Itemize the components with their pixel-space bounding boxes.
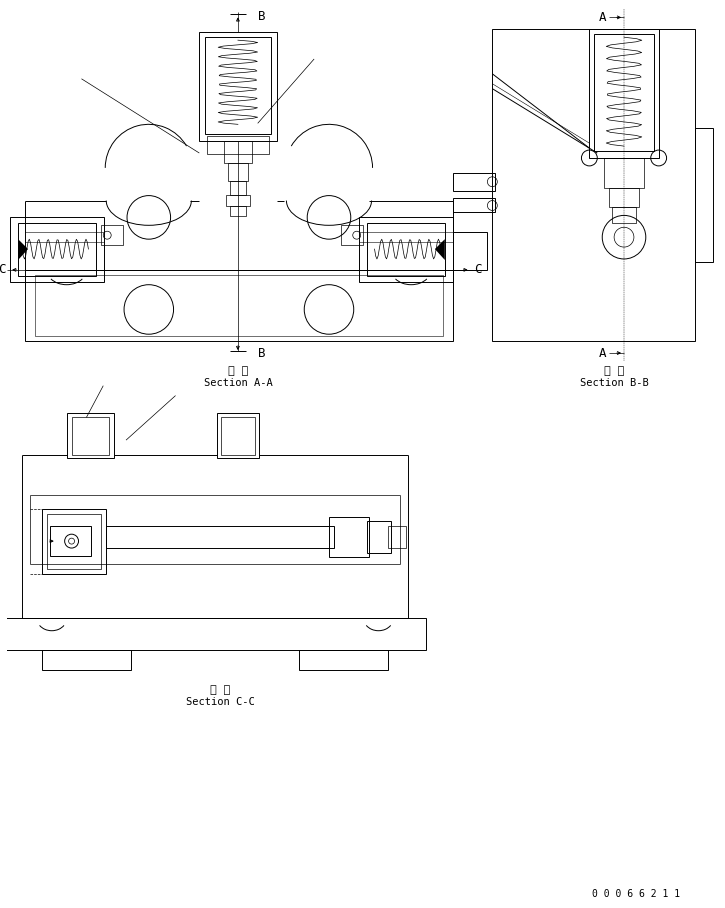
Bar bbox=[389, 527, 406, 548]
Bar bbox=[604, 158, 644, 188]
Bar bbox=[609, 188, 639, 208]
Bar bbox=[228, 163, 248, 181]
Bar bbox=[299, 650, 389, 670]
Bar bbox=[367, 223, 445, 276]
Text: 断 面: 断 面 bbox=[604, 366, 624, 376]
Bar bbox=[492, 29, 695, 341]
Bar bbox=[452, 198, 495, 212]
Bar bbox=[329, 518, 368, 557]
Bar bbox=[367, 521, 392, 553]
Text: 断 面: 断 面 bbox=[228, 366, 248, 376]
Bar bbox=[199, 33, 276, 141]
Bar bbox=[107, 527, 334, 548]
Bar bbox=[217, 413, 259, 458]
Bar bbox=[226, 194, 250, 206]
Text: A: A bbox=[599, 11, 606, 24]
Bar bbox=[47, 515, 102, 568]
Bar bbox=[341, 225, 362, 245]
Bar bbox=[224, 141, 252, 163]
Bar bbox=[4, 618, 426, 650]
Text: Section A-A: Section A-A bbox=[204, 378, 273, 388]
Bar bbox=[67, 413, 114, 458]
Bar bbox=[612, 208, 636, 223]
Text: B: B bbox=[257, 347, 265, 360]
Bar bbox=[230, 181, 246, 194]
Bar bbox=[18, 223, 96, 276]
Text: Section C-C: Section C-C bbox=[186, 696, 254, 706]
Bar bbox=[594, 35, 654, 151]
Text: 断 面: 断 面 bbox=[210, 685, 231, 695]
Bar bbox=[35, 275, 443, 336]
Text: C: C bbox=[475, 263, 482, 276]
Text: C: C bbox=[0, 263, 5, 276]
Text: A: A bbox=[599, 347, 606, 360]
Bar bbox=[72, 418, 109, 455]
Bar bbox=[25, 270, 452, 341]
Bar bbox=[42, 509, 107, 574]
Bar bbox=[10, 217, 104, 281]
Polygon shape bbox=[18, 239, 28, 260]
Bar bbox=[230, 206, 246, 216]
Bar bbox=[359, 217, 452, 281]
Bar bbox=[205, 37, 270, 134]
Text: 0 0 0 6 6 2 1 1: 0 0 0 6 6 2 1 1 bbox=[592, 889, 680, 899]
Bar bbox=[102, 225, 123, 245]
Bar bbox=[207, 136, 268, 154]
Bar bbox=[452, 232, 487, 270]
Bar bbox=[589, 29, 659, 158]
Text: B: B bbox=[257, 10, 265, 23]
Bar bbox=[695, 128, 713, 262]
Polygon shape bbox=[435, 239, 445, 260]
Text: Section B-B: Section B-B bbox=[580, 378, 648, 388]
Bar bbox=[50, 527, 91, 556]
Bar bbox=[42, 650, 131, 670]
Bar bbox=[452, 173, 495, 191]
Bar bbox=[221, 418, 254, 455]
